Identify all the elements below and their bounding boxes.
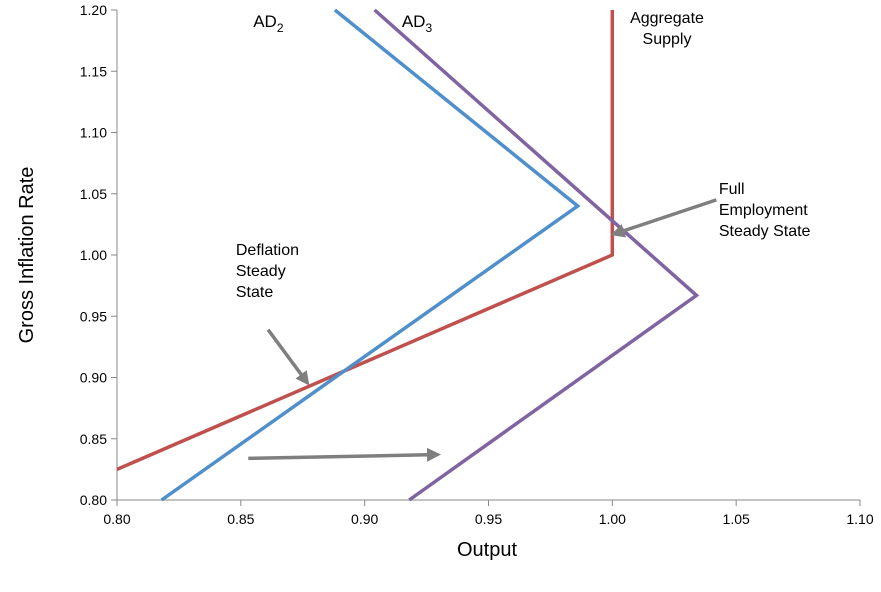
x-tick-label: 1.10 bbox=[846, 511, 873, 527]
y-tick-label: 0.90 bbox=[80, 370, 107, 386]
annotation-full-emp: Full Employment Steady State bbox=[719, 181, 811, 240]
x-tick-label: 0.95 bbox=[475, 511, 502, 527]
y-tick-label: 1.05 bbox=[80, 186, 107, 202]
annotation-as-label: Aggregate Supply bbox=[630, 10, 704, 48]
full-emp-arrow bbox=[610, 198, 717, 238]
x-tick-label: 0.80 bbox=[103, 511, 130, 527]
y-tick-label: 1.10 bbox=[80, 125, 107, 141]
deflation-arrow bbox=[266, 328, 310, 386]
y-tick-label: 0.80 bbox=[80, 492, 107, 508]
label-ad3: AD3 bbox=[402, 12, 433, 35]
arrow-layer bbox=[248, 198, 717, 462]
x-tick-label: 1.00 bbox=[599, 511, 626, 527]
y-tick-label: 1.15 bbox=[80, 63, 107, 79]
series-ad3-line bbox=[373, 8, 700, 502]
series-layer bbox=[116, 8, 700, 502]
shift-arrow bbox=[248, 447, 442, 462]
x-tick-label: 1.05 bbox=[723, 511, 750, 527]
annotation-deflation: Deflation Steady State bbox=[236, 242, 299, 301]
series-ad2-line bbox=[160, 8, 581, 502]
x-tick-label: 0.85 bbox=[227, 511, 254, 527]
label-ad2: AD2 bbox=[253, 12, 284, 35]
y-tick-label: 0.95 bbox=[80, 308, 107, 324]
x-tick-label: 0.90 bbox=[351, 511, 378, 527]
y-tick-label: 1.20 bbox=[80, 2, 107, 18]
x-axis-title: Output bbox=[457, 539, 517, 561]
y-axis-title: Gross Inflation Rate bbox=[16, 167, 38, 344]
y-tick-label: 0.85 bbox=[80, 431, 107, 447]
label-layer: AD2 AD3 Aggregate Supply Full Employment Stead… bbox=[236, 10, 811, 301]
y-tick-label: 1.00 bbox=[80, 247, 107, 263]
series-as-line bbox=[116, 10, 615, 472]
axes: 0.80 0.85 0.90 0.95 1.00 1.05 1.10 1.15 1.20 0.80… bbox=[80, 2, 874, 527]
